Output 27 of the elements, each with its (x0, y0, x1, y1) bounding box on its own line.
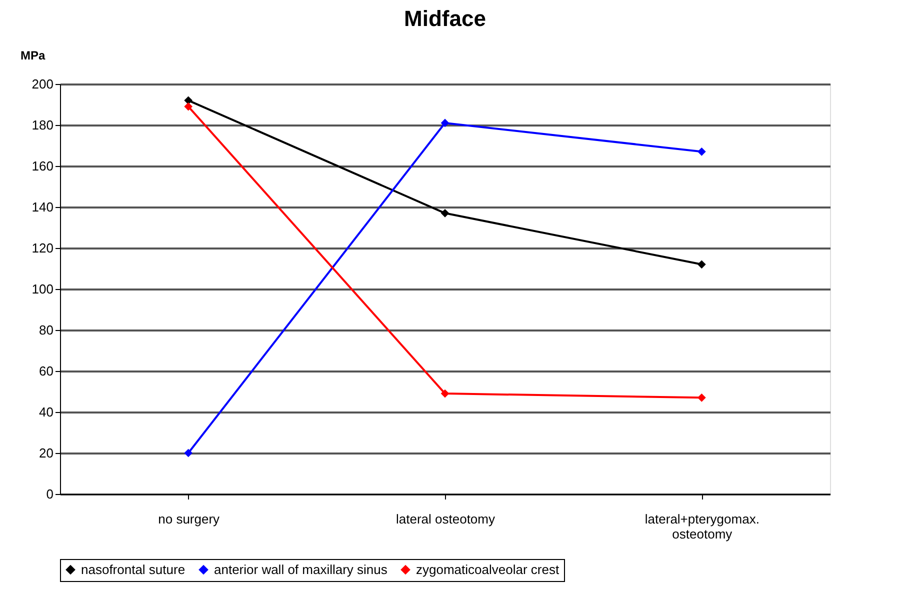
y-tick-label: 0 (46, 486, 54, 502)
y-tick-label: 100 (32, 282, 54, 296)
legend-label: nasofrontal suture (81, 562, 186, 577)
y-tick-label: 160 (32, 158, 54, 174)
point (697, 393, 706, 402)
point (184, 448, 193, 458)
point (697, 260, 706, 269)
y-tick-label: 180 (32, 118, 54, 132)
y-tick-label: 120 (32, 240, 54, 256)
y-tick-label: 60 (39, 364, 54, 378)
x-tick-label: lateral+pterygomax. osteotomy (644, 512, 760, 542)
y-tick-label: 140 (32, 200, 54, 214)
x-tick-label: no surgery (158, 512, 220, 526)
y-tick-label: 40 (39, 404, 54, 420)
x-tick-label: lateral osteotomy (396, 512, 496, 526)
point (440, 389, 450, 398)
legend-label: anterior wall of maxillary sinus (214, 562, 388, 577)
y-tick-label: 200 (32, 76, 54, 92)
y-tick-label: 20 (39, 446, 54, 460)
point (184, 102, 193, 111)
legend-label: zygomaticoalveolar crest (416, 562, 560, 577)
point (697, 147, 706, 156)
y-axis-title: MPa (20, 48, 46, 62)
point (440, 208, 450, 218)
chart-title: Midface (404, 6, 486, 31)
y-tick-label: 80 (39, 322, 54, 338)
point (440, 118, 450, 128)
